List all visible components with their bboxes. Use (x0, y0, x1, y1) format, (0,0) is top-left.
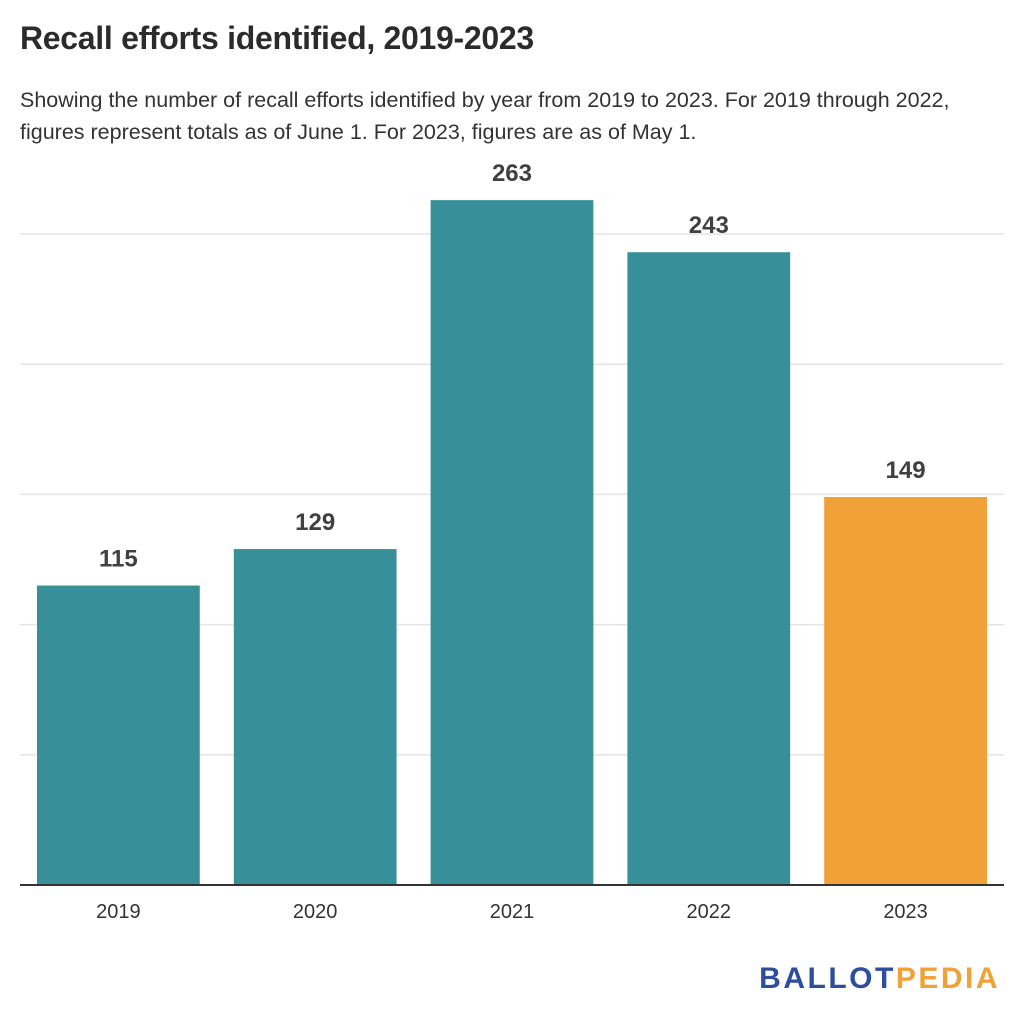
data-label-2022: 243 (689, 212, 729, 239)
ballotpedia-logo: BALLOTPEDIA (759, 962, 1000, 996)
x-tick-label-2020: 2020 (293, 901, 338, 923)
logo-part-ballot: BALLOT (759, 962, 896, 995)
logo-part-pedia: PEDIA (895, 962, 1000, 995)
bar-2023 (824, 497, 987, 885)
chart-subtitle: Showing the number of recall efforts ide… (20, 88, 950, 144)
bar-2019 (37, 585, 200, 885)
data-label-2023: 149 (886, 457, 926, 484)
bar-2020 (233, 549, 397, 885)
data-label-2020: 129 (295, 509, 335, 536)
chart-title: Recall efforts identified, 2019-2023 (20, 20, 534, 56)
x-tick-label-2022: 2022 (687, 901, 732, 923)
bar-2022 (627, 252, 791, 885)
x-axis: 2019 2020 2021 2022 2023 (20, 884, 1004, 923)
bar-2021 (430, 200, 594, 885)
data-label-2019: 115 (99, 546, 138, 573)
x-tick-label-2021: 2021 (490, 901, 535, 923)
x-tick-label-2023: 2023 (883, 901, 928, 923)
data-label-2021: 263 (492, 160, 532, 187)
x-tick-label-2019: 2019 (96, 901, 141, 923)
data-labels: 115 129 263 243 149 (99, 160, 926, 572)
bars (37, 200, 987, 885)
